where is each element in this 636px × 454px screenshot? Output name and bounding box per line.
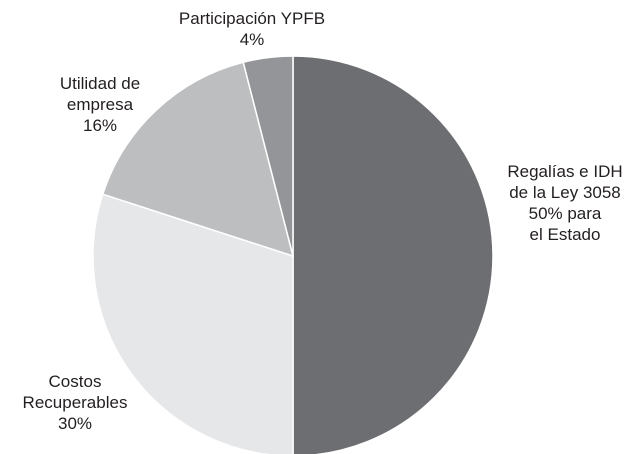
pie-slice	[242, 55, 294, 257]
category-label: Participación YPFB	[178, 9, 326, 28]
slice-label: Regalías e IDH de la Ley 3058 50% para el…	[465, 161, 636, 245]
pie-slice	[92, 193, 294, 454]
category-label: Costos Recuperables	[22, 372, 128, 412]
pie-slice	[292, 55, 494, 454]
value-label: 4%	[239, 30, 265, 49]
pie-slice	[101, 61, 295, 258]
value-label: 30%	[57, 414, 93, 433]
slice-label: Costos Recuperables 30%	[0, 371, 175, 434]
slice-label: Participación YPFB 4%	[152, 8, 352, 50]
slice-label: Utilidad de empresa 16%	[0, 73, 200, 136]
category-label: Utilidad de empresa	[59, 74, 141, 114]
value-label: 50% para el Estado	[528, 204, 602, 244]
category-label: Regalías e IDH de la Ley 3058	[507, 162, 623, 202]
value-label: 16%	[82, 116, 118, 135]
